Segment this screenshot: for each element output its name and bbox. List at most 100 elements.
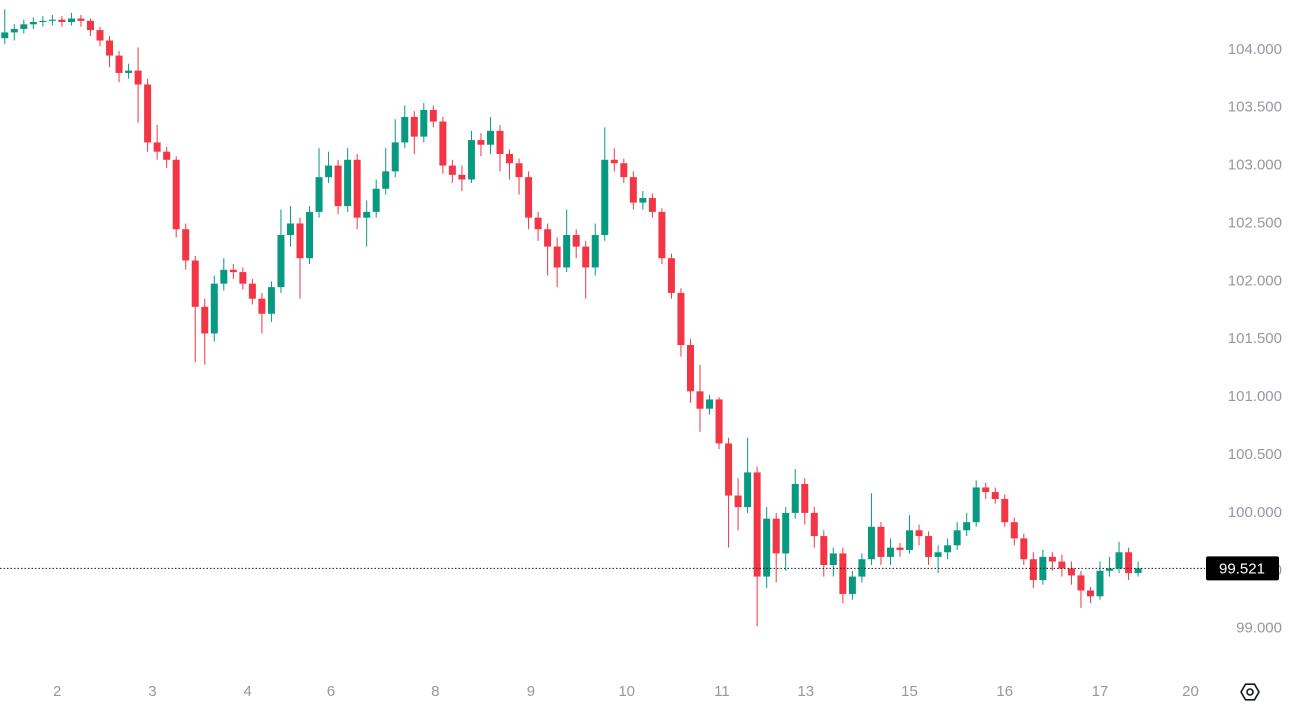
candle-body [591,235,599,268]
candle-body [410,116,418,137]
candle-body [1077,575,1085,591]
candle-body [420,109,428,137]
candle-body [86,20,94,31]
candle-body [144,84,152,143]
candle-body [906,530,914,550]
settings-icon[interactable] [1240,683,1260,701]
candle-body [1106,568,1114,571]
candle-body [372,188,380,212]
x-tick-label: 20 [1182,683,1199,700]
candle-body [429,109,437,122]
candle-body [867,526,875,560]
candle-body [1048,556,1056,562]
candle-body [801,483,809,513]
x-tick-label: 2 [53,683,61,700]
candle-body [77,18,85,21]
candle-body [67,18,75,22]
x-tick-label: 15 [901,683,918,700]
candle-body [782,512,790,554]
y-tick-label: 102.000 [1228,272,1282,289]
x-tick-label: 10 [618,683,635,700]
candle-body [20,24,28,29]
candle-body [553,246,561,268]
candle-body [829,553,837,566]
candle-body [448,165,456,175]
candle-body [677,292,685,346]
candle-body [1115,552,1123,569]
y-tick-label: 100.500 [1228,446,1282,463]
y-tick-label: 104.000 [1228,41,1282,58]
candle-body [1134,568,1142,574]
candle-body [629,177,637,203]
candle-body [791,483,799,513]
candle-body [48,19,56,21]
candle-body [658,211,666,259]
candle-body [839,553,847,594]
candle-body [353,159,361,218]
candle-body [401,116,409,143]
y-tick-label: 100.000 [1228,504,1282,521]
candle-body [201,306,209,334]
candle-body [239,272,247,284]
candle-body [296,223,304,259]
candle-body [210,283,218,334]
candle-body [106,40,114,56]
candle-body [515,163,523,178]
candle-body [39,20,47,22]
candle-body [763,518,771,577]
candle-body [220,269,228,284]
candle-body [1020,538,1028,560]
candle-body [496,130,504,154]
candle-body [325,165,333,178]
candle-body [534,217,542,230]
candle-body [334,165,342,207]
candle-body [315,177,323,212]
candle-body [696,391,704,409]
candle-body [686,345,694,392]
candle-body [10,28,18,33]
candle-body [667,258,675,293]
candle-body [115,55,123,73]
candle-body [544,229,552,247]
candle-body [1010,522,1018,539]
candle-body [1,32,9,39]
last-price-label: 99.521 [1219,560,1265,577]
candle-body [572,235,580,247]
candle-body [744,472,752,508]
candle-body [725,443,733,496]
candle-body [944,545,952,553]
settings-circle[interactable] [1246,688,1254,696]
candle-body [363,211,371,218]
candle-body [925,536,933,557]
candle-body [1067,568,1075,576]
candle-body [467,140,475,180]
candle-body [286,223,294,236]
candle-body [1096,570,1104,597]
x-tick-label: 4 [243,683,251,700]
settings-hexagon[interactable] [1240,683,1260,701]
candle-body [886,547,894,557]
y-tick-label: 99.000 [1236,620,1282,637]
candle-body [1001,499,1009,523]
candle-body [1086,590,1094,597]
candle-body [982,487,990,493]
candle-body [506,153,514,164]
candle-body [610,159,618,164]
candle-body [382,171,390,189]
candle-body [934,552,942,557]
candle-body [1029,559,1037,581]
candle-body [344,159,352,207]
candle-body [525,177,533,218]
candle-body [601,159,609,236]
candle-body [29,21,37,25]
y-tick-label: 102.500 [1228,214,1282,231]
candle-body [620,163,628,178]
candle-body [848,576,856,594]
candle-body [258,298,266,314]
candle-body [1125,552,1133,574]
candle-body [477,140,485,145]
candle-body [163,151,171,160]
candle-body [820,536,828,566]
candle-body [877,526,885,557]
